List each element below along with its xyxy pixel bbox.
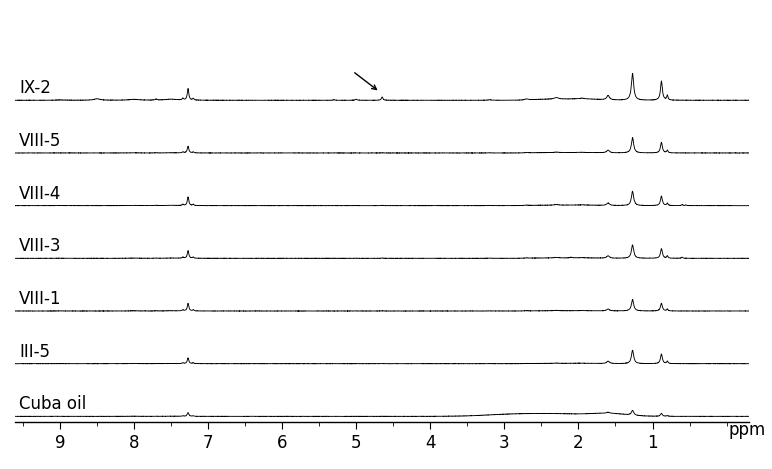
Text: ppm: ppm — [728, 421, 765, 439]
Text: III-5: III-5 — [19, 343, 50, 361]
Text: VIII-1: VIII-1 — [19, 290, 62, 308]
Text: VIII-4: VIII-4 — [19, 185, 62, 203]
Text: VIII-3: VIII-3 — [19, 237, 62, 256]
Text: VIII-5: VIII-5 — [19, 132, 62, 150]
Text: Cuba oil: Cuba oil — [19, 395, 86, 414]
Text: IX-2: IX-2 — [19, 79, 51, 98]
